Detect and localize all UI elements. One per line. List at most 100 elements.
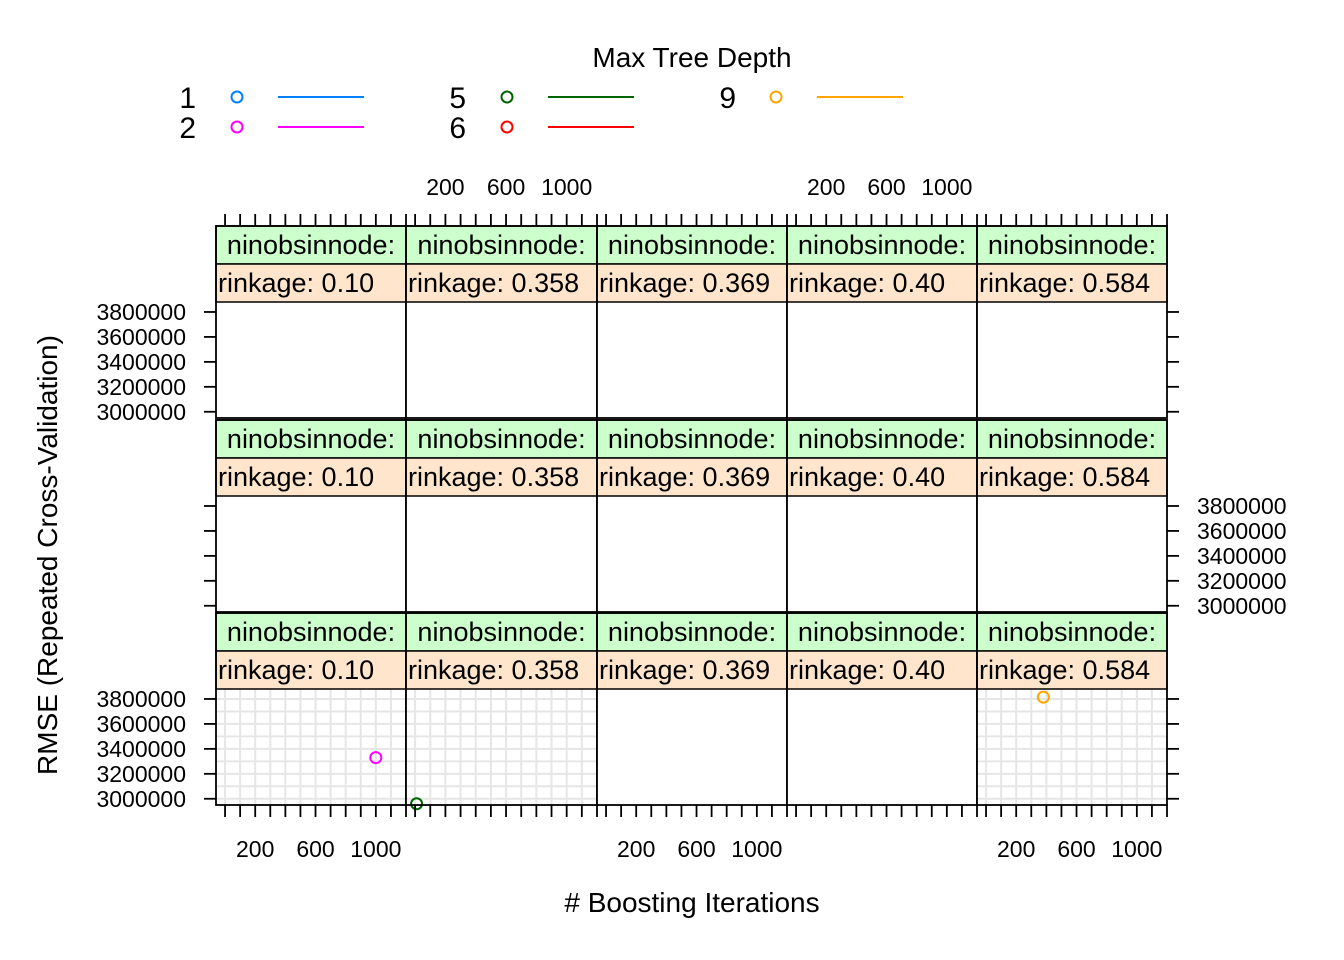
panel-border [976,225,1168,419]
panel-gridlines [977,689,1167,805]
strip-label-bottom: rinkage: 0.358 [408,462,579,492]
legend-symbol-6 [500,120,514,134]
strip-text-group: ninobsinnode: rinkage: 0.358 [408,424,586,492]
strip-text-group: ninobsinnode: rinkage: 0.584 [979,230,1156,298]
data-point-depth-5 [410,797,424,811]
panel-r2-c0: ninobsinnode: rinkage: 0.10 [215,225,407,419]
x-tick-label: 600 [867,174,905,200]
strip-label-bottom: rinkage: 0.358 [408,268,579,298]
strip-label-top: ninobsinnode: [988,617,1156,647]
strip-bottom-bg [976,263,1168,303]
panel-background [216,496,406,612]
panel-r2-c2: ninobsinnode: rinkage: 0.369 [596,225,788,419]
strip-top-bg [215,419,407,459]
strip-top-bg [215,225,407,265]
legend-label-5: 5 [449,82,466,115]
strip-bottom-bg [596,457,788,497]
panel-grid: ninobsinnode: rinkage: 0.10 ninobsinnode: r… [215,225,1168,811]
y-tick-label: 3800000 [96,299,186,325]
x-tick-label: 200 [617,836,655,862]
legend-label-6: 6 [449,112,466,145]
legend-title: Max Tree Depth [592,42,791,73]
panel-r0-c0: ninobsinnode: rinkage: 0.10 [215,612,407,806]
legend-symbol-1 [230,90,244,104]
panel-background [977,689,1167,805]
strip-top-bg [596,612,788,652]
y-tick-label: 3000000 [96,399,186,425]
panel-background [216,302,406,418]
strip-label-bottom: rinkage: 0.369 [599,268,770,298]
x-tick-label: 1000 [921,174,972,200]
panel-border [976,419,1168,613]
strip-label-bottom: rinkage: 0.369 [599,655,770,685]
panel-border [976,612,1168,806]
strip-text-group: ninobsinnode: rinkage: 0.10 [218,230,395,298]
strip-top-bg [786,225,978,265]
strip-text-group: ninobsinnode: rinkage: 0.369 [599,617,776,685]
strip-top-bg [405,419,598,459]
x-tick-label: 600 [677,836,715,862]
strip-label-top: ninobsinnode: [227,230,395,260]
x-axis-title: # Boosting Iterations [564,887,819,918]
x-tick-label: 1000 [350,836,401,862]
strip-label-bottom: rinkage: 0.584 [979,268,1150,298]
strip-label-top: ninobsinnode: [417,424,585,454]
panel-r1-c4: ninobsinnode: rinkage: 0.584 [976,419,1168,613]
legend-label-9: 9 [719,82,736,115]
strip-text-group: ninobsinnode: rinkage: 0.358 [408,230,586,298]
strip-text-group: ninobsinnode: rinkage: 0.584 [979,424,1156,492]
y-tick-label: 3400000 [96,349,186,375]
panel-r1-c1: ninobsinnode: rinkage: 0.358 [405,419,598,613]
strip-label-bottom: rinkage: 0.584 [979,462,1150,492]
strip-label-bottom: rinkage: 0.584 [979,655,1150,685]
y-tick-label: 3600000 [1197,518,1287,544]
strip-bottom-bg [405,650,598,690]
strip-bottom-bg [596,263,788,303]
panel-background [787,496,977,612]
strip-bottom-bg [215,263,407,303]
strip-bottom-bg [786,457,978,497]
panel-r0-c4: ninobsinnode: rinkage: 0.584 [976,612,1168,806]
strip-bottom-bg [405,263,598,303]
x-tick-label: 200 [236,836,274,862]
strip-text-group: ninobsinnode: rinkage: 0.10 [218,617,395,685]
strip-text-group: ninobsinnode: rinkage: 0.40 [789,617,966,685]
legend-symbol-9 [769,90,783,104]
x-tick-label: 1000 [541,174,592,200]
strip-label-bottom: rinkage: 0.10 [218,268,374,298]
y-tick-label: 3200000 [96,761,186,787]
y-tick-label: 3600000 [96,711,186,737]
strip-text-group: ninobsinnode: rinkage: 0.584 [979,617,1156,685]
panel-r2-c3: ninobsinnode: rinkage: 0.40 [786,225,978,419]
y-tick-label: 3800000 [1197,493,1287,519]
panel-background [597,302,787,418]
strip-label-top: ninobsinnode: [798,424,966,454]
x-tick-label: 200 [807,174,845,200]
panel-background [406,689,597,805]
legend-symbol-5 [500,90,514,104]
panel-gridlines [406,689,597,805]
panel-r0-c1: ninobsinnode: rinkage: 0.358 [405,612,598,811]
data-point-depth-2 [369,751,383,765]
panel-r2-c4: ninobsinnode: rinkage: 0.584 [976,225,1168,419]
strip-label-bottom: rinkage: 0.40 [789,655,945,685]
panel-r0-c2: ninobsinnode: rinkage: 0.369 [596,612,788,806]
strip-label-top: ninobsinnode: [417,230,585,260]
y-tick-label: 3000000 [96,786,186,812]
panel-background [406,302,597,418]
y-tick-label: 3000000 [1197,593,1287,619]
y-tick-label: 3400000 [96,736,186,762]
strip-bottom-bg [596,650,788,690]
legend-label-1: 1 [179,82,196,115]
strip-text-group: ninobsinnode: rinkage: 0.358 [408,617,586,685]
panel-background [977,496,1167,612]
strip-label-top: ninobsinnode: [798,617,966,647]
strip-text-group: ninobsinnode: rinkage: 0.40 [789,424,966,492]
y-tick-label: 3800000 [96,686,186,712]
strip-label-bottom: rinkage: 0.40 [789,268,945,298]
panel-r0-c3: ninobsinnode: rinkage: 0.40 [786,612,978,806]
panel-r1-c0: ninobsinnode: rinkage: 0.10 [215,419,407,613]
x-tick-label: 600 [487,174,525,200]
x-tick-label: 600 [1057,836,1095,862]
